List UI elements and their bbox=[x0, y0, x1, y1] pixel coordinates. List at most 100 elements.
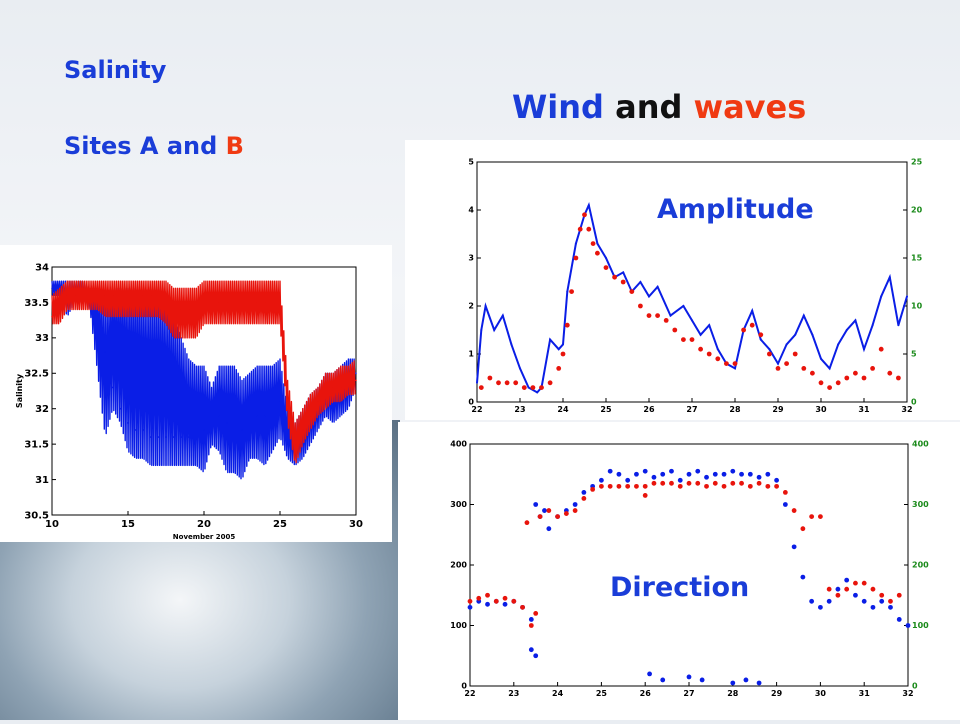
direction-red-point bbox=[634, 483, 639, 489]
salinity-blue-point bbox=[203, 429, 205, 431]
direction-blue-point bbox=[756, 680, 762, 686]
direction-red-point bbox=[546, 508, 552, 513]
direction-blue-point bbox=[870, 604, 876, 610]
direction-red-point bbox=[537, 514, 543, 519]
direction-blue-point bbox=[647, 671, 652, 677]
direction-blue-point bbox=[686, 674, 692, 680]
salinity-red-point bbox=[294, 443, 297, 445]
salinity-blue-point bbox=[256, 415, 259, 417]
salinity-red-point bbox=[157, 294, 160, 297]
amplitude-blue-point bbox=[716, 348, 719, 351]
direction-blue-point bbox=[782, 502, 788, 507]
amplitude-blue-point bbox=[863, 348, 865, 351]
salinity-blue-point bbox=[218, 415, 220, 417]
amplitude-red-point bbox=[496, 380, 501, 386]
direction-y-tick-label: 400 bbox=[450, 440, 467, 449]
direction-blue-point bbox=[747, 471, 753, 477]
amplitude-red-point bbox=[655, 313, 660, 318]
direction-x-tick-label: 28 bbox=[727, 689, 739, 698]
amplitude-blue-point bbox=[691, 319, 693, 322]
direction-blue-point bbox=[546, 526, 552, 532]
amplitude-blue-point bbox=[527, 386, 530, 389]
direction-blue-point bbox=[607, 468, 613, 474]
amplitude-blue-point bbox=[785, 343, 788, 346]
amplitude-x-tick-label: 23 bbox=[514, 405, 525, 414]
direction-y-right-tick-label: 0 bbox=[912, 682, 918, 691]
direction-red-point bbox=[590, 486, 596, 492]
salinity-red-point bbox=[119, 294, 122, 297]
amplitude-red-point bbox=[758, 332, 764, 338]
amplitude-blue-point bbox=[811, 333, 814, 336]
direction-red-point bbox=[533, 611, 539, 616]
direction-red-point bbox=[651, 480, 657, 486]
amplitude-red-point bbox=[741, 327, 746, 333]
amplitude-blue-point bbox=[574, 242, 577, 245]
salinity-red-point bbox=[218, 301, 220, 304]
salinity-red-point bbox=[134, 294, 137, 297]
direction-blue-point bbox=[599, 477, 604, 483]
direction-y-right-tick-label: 400 bbox=[912, 440, 929, 449]
direction-red-point bbox=[563, 511, 569, 516]
salinity-blue-point bbox=[188, 436, 190, 438]
direction-blue-point bbox=[861, 598, 867, 604]
direction-label: Direction bbox=[610, 572, 750, 603]
amplitude-y-tick-label: 0 bbox=[468, 398, 474, 407]
direction-x-tick-label: 23 bbox=[508, 689, 519, 698]
amplitude-blue-point bbox=[682, 305, 685, 307]
salinity-red-point bbox=[127, 294, 129, 297]
salinity-blue-point bbox=[127, 422, 129, 424]
amplitude-blue-point bbox=[759, 338, 762, 341]
salinity-blue-point bbox=[134, 429, 137, 431]
salinity-blue-point bbox=[210, 422, 213, 424]
salinity-red-point bbox=[233, 301, 236, 304]
amplitude-y-tick-label: 4 bbox=[468, 206, 474, 215]
direction-red-point bbox=[782, 490, 788, 495]
amplitude-red-point bbox=[870, 366, 875, 371]
amplitude-red-point bbox=[582, 212, 587, 218]
salinity-blue-point bbox=[355, 372, 357, 375]
salinity-red-point bbox=[142, 294, 144, 297]
salinity-x-tick-label: 20 bbox=[197, 519, 211, 530]
amplitude-y-tick-label: 5 bbox=[468, 158, 474, 167]
direction-blue-point bbox=[581, 490, 587, 495]
direction-blue-point bbox=[528, 617, 534, 622]
amplitude-x-tick-label: 32 bbox=[901, 405, 912, 414]
salinity-red-point bbox=[309, 415, 312, 417]
amplitude-y-right-tick-label: 0 bbox=[911, 398, 917, 407]
amplitude-red-point bbox=[521, 385, 527, 390]
direction-red-point bbox=[791, 508, 797, 513]
amplitude-x-tick-label: 30 bbox=[815, 405, 827, 414]
amplitude-y-tick-label: 3 bbox=[468, 254, 474, 263]
amplitude-red-point bbox=[706, 351, 712, 357]
amplitude-blue-point bbox=[751, 309, 754, 312]
amplitude-red-point bbox=[715, 356, 721, 362]
direction-red-point bbox=[677, 483, 683, 489]
amplitude-red-point bbox=[672, 327, 678, 333]
amplitude-blue-point bbox=[510, 343, 513, 346]
amplitude-red-point bbox=[818, 380, 824, 386]
amplitude-blue-point bbox=[906, 295, 908, 298]
direction-red-point bbox=[896, 592, 902, 598]
salinity-red-point bbox=[165, 301, 167, 304]
direction-x-tick-label: 27 bbox=[683, 689, 694, 698]
salinity-blue-point bbox=[142, 429, 144, 431]
salinity-blue-point bbox=[279, 400, 281, 403]
amplitude-red-point bbox=[861, 375, 867, 381]
direction-blue-point bbox=[791, 544, 797, 550]
amplitude-red-point bbox=[732, 361, 738, 366]
direction-y-right-tick-label: 100 bbox=[912, 621, 929, 630]
amplitude-blue-point bbox=[828, 367, 831, 370]
direction-red-point bbox=[520, 604, 525, 610]
salinity-red-point bbox=[340, 386, 342, 389]
amplitude-red-point bbox=[844, 375, 850, 381]
amplitude-blue-point bbox=[820, 357, 822, 360]
direction-red-point bbox=[528, 623, 534, 628]
salinity-y-tick-label: 34 bbox=[35, 262, 49, 273]
salinity-y-tick-label: 31 bbox=[35, 475, 49, 486]
salinity-blue-point bbox=[264, 415, 266, 417]
direction-red-point bbox=[809, 514, 815, 519]
amplitude-blue-point bbox=[566, 290, 569, 293]
amplitude-x-tick-label: 25 bbox=[600, 405, 612, 414]
salinity-red-point bbox=[89, 294, 91, 297]
salinity-red-point bbox=[195, 308, 198, 311]
